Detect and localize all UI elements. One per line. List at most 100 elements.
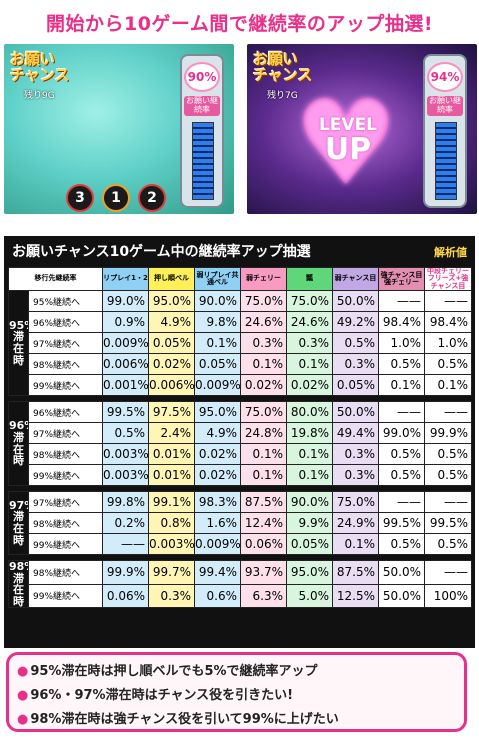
move-label: 98%継続へ [28, 443, 103, 466]
rate-table: 移行先継続率 リプレイ1・2 押し順ベル 弱リプレイ共通ベル 弱チェリー瓢弱チャンス目強… [8, 266, 472, 609]
rate-label: お願い継続率 [427, 96, 463, 116]
table-row: 99%継続へ —— 0.003% 0.009% 0.06% 0.05% 0.1% 0.5% 0.… [9, 533, 472, 556]
value-cell: 0.02% [194, 443, 241, 466]
group-label: 97%滞在時 [8, 491, 29, 556]
table-row: 98%滞在時98%継続へ99.9%99.7%99.4%93.7%95.0%87.… [8, 560, 472, 609]
value-cell: 0.1% [286, 464, 333, 487]
column-header: 押し順ベル [148, 266, 195, 292]
value-cell: 0.5% [424, 443, 472, 466]
group-gap [8, 485, 472, 492]
value-cell: 100% [424, 583, 472, 609]
value-cell: 0.05% [148, 332, 195, 355]
column-header: 弱チャンス目 [332, 266, 379, 292]
table-row: 99%継続へ 0.001% 0.006% 0.009% 0.02% 0.02% 0.05% 0… [9, 374, 472, 397]
value-cell: 0.2% [102, 512, 149, 535]
move-label: 98%継続へ [28, 560, 103, 585]
value-cell: 0.06% [240, 533, 287, 556]
value-cell: 99.1% [148, 491, 195, 514]
value-cell: 0.02% [240, 374, 287, 397]
value-cell: 49.2% [332, 311, 379, 334]
value-cell: 0.1% [378, 374, 425, 397]
value-cell: —— [378, 491, 425, 514]
table-row: 99%継続へ 0.06% 0.3% 0.6% 6.3% 5.0% 12.5% 50.0% 100… [9, 583, 472, 609]
value-cell: 0.01% [148, 443, 195, 466]
note-item: ● 95%滞在時は押し順ベルでも5%で継続率アップ [17, 664, 318, 679]
value-cell: 0.003% [102, 464, 149, 487]
value-cell: 99.4% [194, 560, 241, 585]
value-cell: —— [424, 401, 472, 424]
table-row: 96%滞在時96%継続へ99.5%97.5%95.0%75.0%80.0%50.… [8, 401, 472, 487]
value-cell: 0.1% [240, 443, 287, 466]
value-cell: 80.0% [286, 401, 333, 424]
value-cell: 4.9% [148, 311, 195, 334]
note-item: ● 98%滞在時は強チャンス役を引いて99%に上げたい [17, 712, 339, 727]
value-cell: 0.3% [332, 353, 379, 376]
reel-center: 1 [102, 184, 130, 212]
value-cell: 12.5% [332, 583, 379, 609]
value-cell: 0.1% [424, 374, 472, 397]
rate-table-panel: お願いチャンス10ゲーム中の継続率アップ抽選 解析値 移行先継続率 リプレイ1・2… [4, 236, 475, 648]
value-cell: 1.0% [378, 332, 425, 355]
gap-cell [8, 554, 472, 561]
value-cell: 95.0% [148, 290, 195, 313]
table-row: 98%継続へ 0.006% 0.02% 0.05% 0.1% 0.1% 0.3% 0.5% 0.… [9, 353, 472, 376]
move-label: 96%継続へ [28, 401, 103, 424]
rate-percent: 90% [184, 62, 220, 92]
level-up-effect: ♥ LEVEL UP [293, 84, 403, 202]
value-cell: 0.5% [424, 353, 472, 376]
group-gap [8, 395, 472, 402]
value-cell: 99.8% [102, 491, 149, 514]
value-cell: 90.0% [194, 290, 241, 313]
value-cell: 0.1% [286, 353, 333, 376]
bullet-icon: ● [17, 712, 29, 727]
table-row: 98%継続へ 0.003% 0.01% 0.02% 0.1% 0.1% 0.3% 0.5% 0.… [9, 443, 472, 466]
headline: 開始から10ゲーム間で継続率のアップ抽選! [45, 12, 434, 35]
value-cell: 99.5% [102, 401, 149, 424]
move-label: 96%継続へ [28, 311, 103, 334]
screenshot-left: お願い チャンス 残り9G 90% お願い継続率 3 1 2 [4, 44, 234, 214]
value-cell: 0.001% [102, 374, 149, 397]
value-cell: 0.5% [378, 533, 425, 556]
value-cell: 75.0% [286, 290, 333, 313]
value-cell: 99.5% [424, 512, 472, 535]
reel-right: 2 [138, 184, 166, 212]
value-cell: 0.02% [286, 374, 333, 397]
rate-meter: 90% お願い継続率 [180, 54, 224, 208]
reels: 3 1 2 [66, 184, 166, 212]
rate-meter: 94% お願い継続率 [423, 54, 467, 208]
value-cell: 0.5% [102, 422, 149, 445]
value-cell: —— [378, 290, 425, 313]
value-cell: —— [424, 290, 472, 313]
table-header: お願いチャンス10ゲーム中の継続率アップ抽選 解析値 [4, 236, 475, 266]
value-cell: 0.9% [102, 311, 149, 334]
move-header: 移行先継続率 [8, 266, 103, 292]
table-row: 97%継続へ 0.009% 0.05% 0.1% 0.3% 0.3% 0.5% 1.0% 1.0… [9, 332, 472, 355]
value-cell: 0.5% [424, 464, 472, 487]
value-cell: 95.0% [286, 560, 333, 585]
group-label: 95%滞在時 [8, 290, 29, 397]
value-cell: 99.0% [378, 422, 425, 445]
screenshot-right: お願い チャンス 残り7G ♥ LEVEL UP 94% お願い継続率 [247, 44, 477, 214]
value-cell: 1.0% [424, 332, 472, 355]
value-cell: 0.3% [240, 332, 287, 355]
move-label: 99%継続へ [28, 583, 103, 609]
value-cell: 99.9% [102, 560, 149, 585]
move-label: 99%継続へ [28, 533, 103, 556]
value-cell: 0.01% [148, 464, 195, 487]
value-cell: 50.0% [378, 583, 425, 609]
chance-title: お願い チャンス [253, 50, 313, 84]
value-cell: 0.5% [332, 332, 379, 355]
column-header: 中段チェリーフリーズ+強チャンス目 [424, 266, 472, 292]
value-cell: 6.3% [240, 583, 287, 609]
value-cell: 98.4% [424, 311, 472, 334]
value-cell: 50.0% [332, 401, 379, 424]
value-cell: —— [102, 533, 149, 556]
value-cell: 0.3% [286, 332, 333, 355]
value-cell: 1.6% [194, 512, 241, 535]
value-cell: 0.1% [194, 332, 241, 355]
value-cell: 0.1% [286, 443, 333, 466]
value-cell: 75.0% [240, 401, 287, 424]
move-label: 95%継続へ [28, 290, 103, 313]
value-cell: 24.6% [286, 311, 333, 334]
move-label: 98%継続へ [28, 512, 103, 535]
